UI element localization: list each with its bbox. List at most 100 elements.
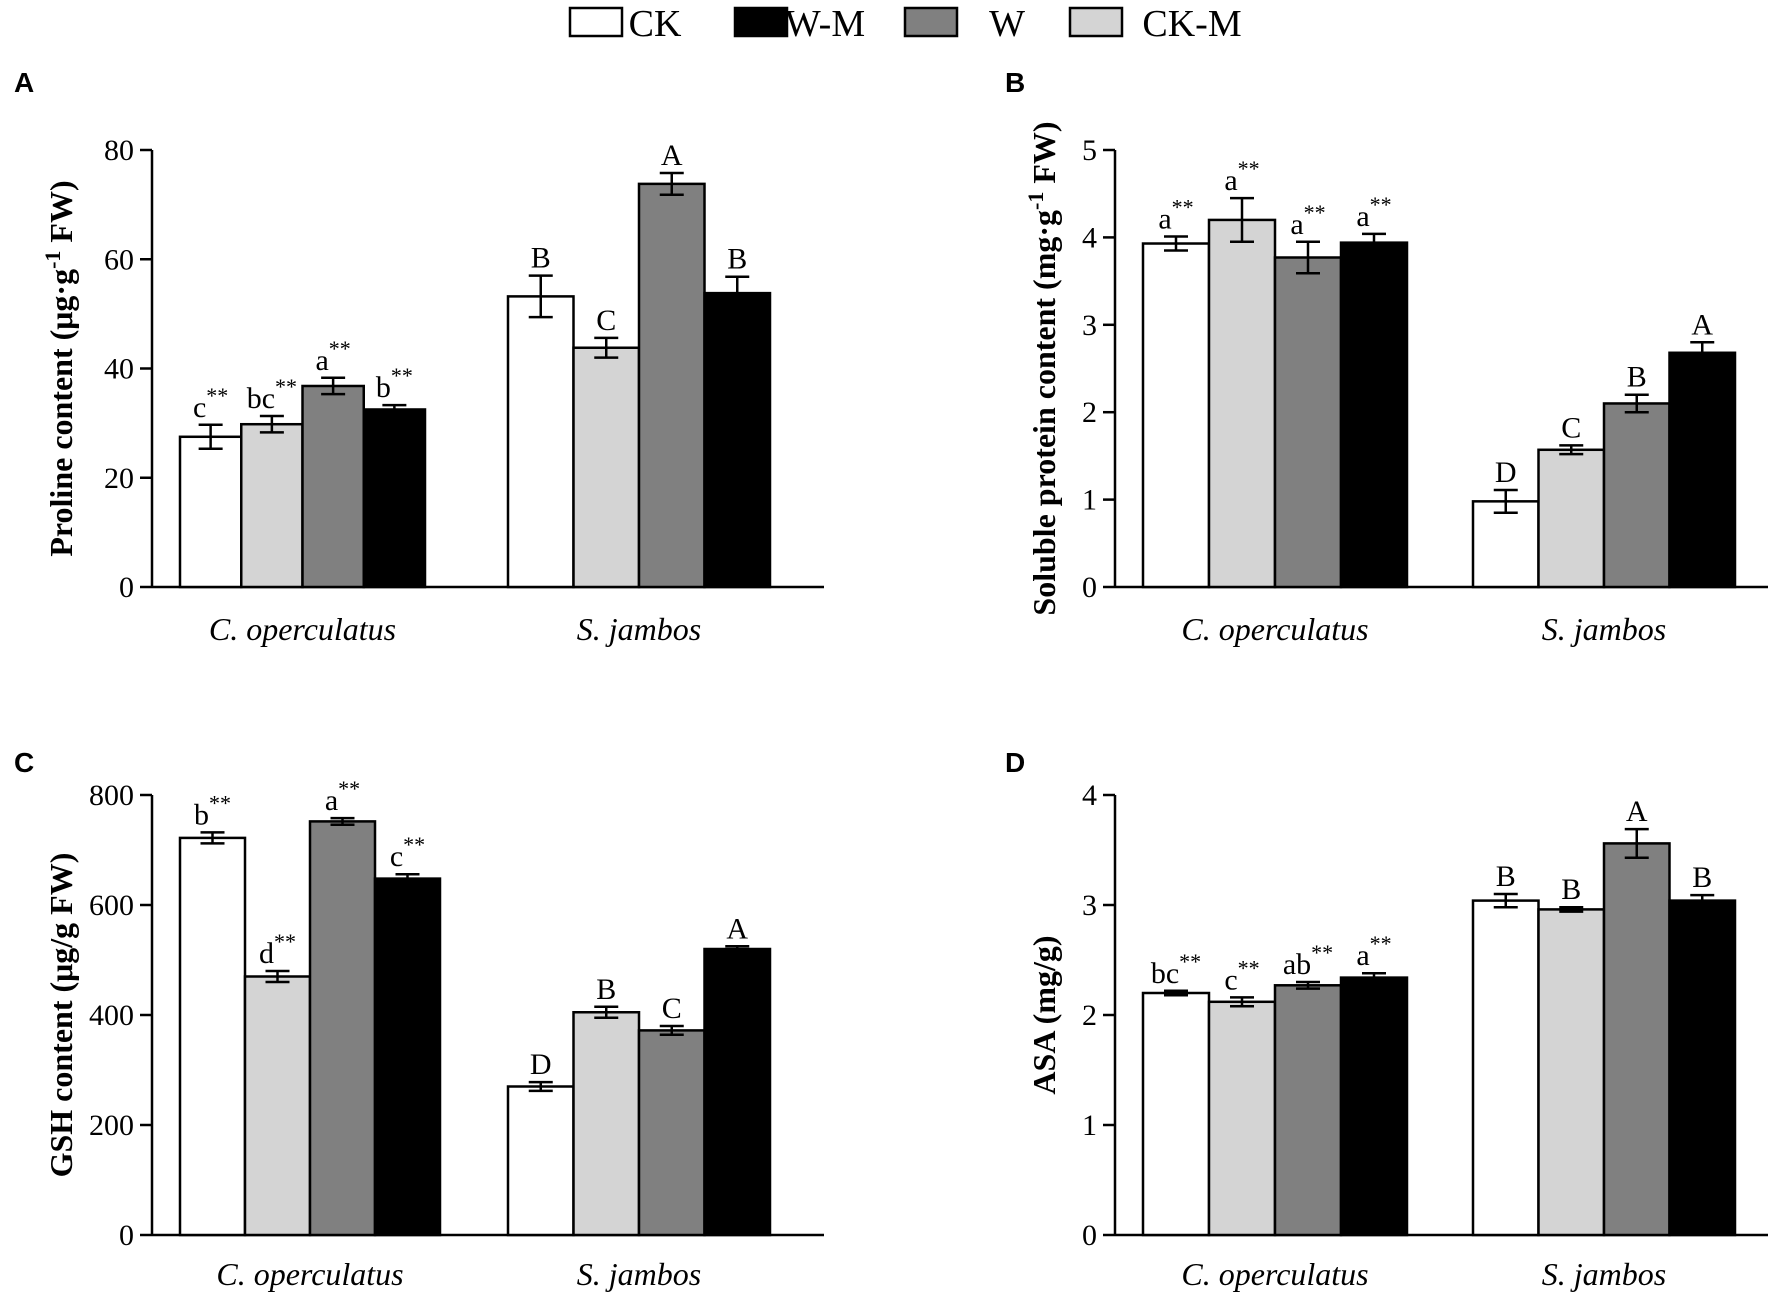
significance-label-c-w-m-0: c** [390, 832, 425, 873]
y-tick-label-a: 80 [104, 134, 134, 167]
y-axis-label-sup-a: -1 [40, 251, 65, 269]
significance-stars: ** [1238, 156, 1260, 181]
bar-c-ck-m-0 [243, 975, 312, 1237]
bar-b-ck-m-1 [1537, 448, 1606, 589]
significance-label-c-w-0: a** [325, 776, 360, 817]
significance-label-d-ck-1: B [1496, 860, 1516, 893]
bar-c-w-1 [637, 1029, 706, 1237]
significance-letter: c [390, 840, 403, 873]
bar-c-ck-m-1 [572, 1011, 641, 1237]
significance-stars: ** [1370, 931, 1392, 956]
significance-letter: a [325, 784, 338, 817]
panel-a: A 0 20 40 60 80 Proline content (μg·g-1 FW) C. … [14, 67, 824, 647]
significance-label-d-ck-0: bc** [1151, 949, 1201, 990]
significance-label-b-ck-m-0: a** [1224, 156, 1259, 197]
category-label-b: C. operculatus [1181, 611, 1368, 647]
bar-d-w-1 [1602, 842, 1671, 1237]
significance-label-c-ck-1: D [530, 1048, 552, 1081]
significance-label-c-w-m-1: A [726, 912, 748, 945]
y-tick-label-d: 4 [1082, 779, 1097, 812]
significance-label-a-w-m-0: b** [376, 363, 413, 404]
y-tick-label-a: 40 [104, 353, 134, 386]
panel-c: C 0 200 400 600 800 GSH content (μg/g FW) C. op… [14, 747, 824, 1292]
y-axis-label-end-b: FW) [1026, 121, 1062, 191]
significance-letter: a [1224, 164, 1237, 197]
significance-label-d-w-m-0: a** [1356, 931, 1391, 972]
significance-label-d-ck-m-1: B [1561, 873, 1581, 906]
significance-letter: B [596, 973, 616, 1006]
y-axis-label-end-a: FW) [43, 180, 79, 250]
significance-letter: b [376, 371, 391, 404]
category-label-d: S. jambos [1542, 1256, 1666, 1292]
legend-swatch-ck-m [1068, 6, 1124, 38]
y-tick-label-d: 0 [1082, 1219, 1097, 1252]
legend-swatch-w-m [733, 6, 789, 38]
y-axis-label-a: Proline content (μg·g-1 FW) [40, 180, 79, 556]
significance-letter: B [1627, 361, 1647, 394]
y-tick-label-b: 5 [1082, 134, 1097, 167]
significance-label-b-ck-1: D [1495, 456, 1517, 489]
bar-d-ck-m-0 [1207, 1000, 1277, 1237]
significance-stars: ** [329, 336, 351, 361]
bar-a-w-m-1 [703, 291, 772, 589]
bar-c-ck-1 [506, 1085, 575, 1237]
significance-stars: ** [275, 374, 297, 399]
category-label-d: C. operculatus [1181, 1256, 1368, 1292]
y-axis-label-sup-b: -1 [1023, 192, 1048, 210]
category-label-c: S. jambos [577, 1256, 701, 1292]
y-tick-label-b: 3 [1082, 309, 1097, 342]
bar-a-w-1 [637, 182, 706, 589]
y-tick-label-b: 1 [1082, 484, 1097, 517]
significance-label-a-ck-0: c** [193, 383, 228, 424]
significance-label-a-ck-m-1: C [596, 304, 616, 337]
significance-label-b-w-m-1: A [1691, 308, 1713, 341]
y-tick-label-d: 1 [1082, 1109, 1097, 1142]
significance-stars: ** [1172, 195, 1194, 220]
bar-b-w-1 [1602, 402, 1671, 589]
category-label-a: S. jambos [577, 611, 701, 647]
bar-b-ck-m-0 [1207, 218, 1277, 589]
significance-label-d-w-0: ab** [1283, 940, 1333, 981]
y-axis-label-c: GSH content (μg/g FW) [43, 853, 79, 1178]
significance-letter: a [1290, 208, 1303, 241]
significance-label-d-w-m-1: B [1692, 861, 1712, 894]
bar-b-w-m-1 [1668, 351, 1737, 589]
y-tick-label-b: 4 [1082, 221, 1097, 254]
significance-letter: bc [247, 382, 275, 415]
significance-letter: a [315, 344, 328, 377]
y-tick-label-d: 3 [1082, 889, 1097, 922]
significance-letter: A [1691, 308, 1713, 341]
bar-b-ck-0 [1141, 242, 1211, 589]
significance-letter: a [1158, 203, 1171, 236]
y-axis-label-main-d: ASA (mg/g) [1026, 935, 1062, 1094]
significance-label-b-w-0: a** [1290, 200, 1325, 241]
significance-stars: ** [1370, 192, 1392, 217]
bar-b-w-m-0 [1339, 241, 1409, 589]
significance-stars: ** [206, 383, 228, 408]
bar-a-ck-m-1 [572, 346, 641, 589]
significance-label-a-w-m-1: B [727, 243, 747, 276]
significance-stars: ** [1311, 940, 1333, 965]
significance-letter: C [596, 304, 616, 337]
category-label-c: C. operculatus [216, 1256, 403, 1292]
significance-letter: B [531, 242, 551, 275]
significance-letter: a [1356, 200, 1369, 233]
legend-swatch-ck [568, 6, 624, 38]
legend-label-w: W [989, 3, 1025, 45]
bar-d-w-m-0 [1339, 976, 1409, 1237]
significance-label-b-w-m-0: a** [1356, 192, 1391, 233]
y-tick-label-c: 600 [89, 889, 134, 922]
bar-a-w-m-0 [362, 408, 427, 589]
y-tick-label-d: 2 [1082, 999, 1097, 1032]
significance-label-d-ck-m-0: c** [1224, 955, 1259, 996]
y-tick-label-c: 800 [89, 779, 134, 812]
bar-c-w-0 [308, 820, 377, 1237]
y-axis-label-main-b: Soluble protein content (mg·g [1026, 210, 1062, 616]
legend-label-ck-m: CK-M [1142, 3, 1241, 45]
significance-label-c-ck-m-0: d** [259, 929, 296, 970]
legend: CK W-M W CK-M [568, 3, 1242, 45]
significance-letter: d [259, 937, 274, 970]
bar-d-ck-1 [1471, 899, 1540, 1237]
